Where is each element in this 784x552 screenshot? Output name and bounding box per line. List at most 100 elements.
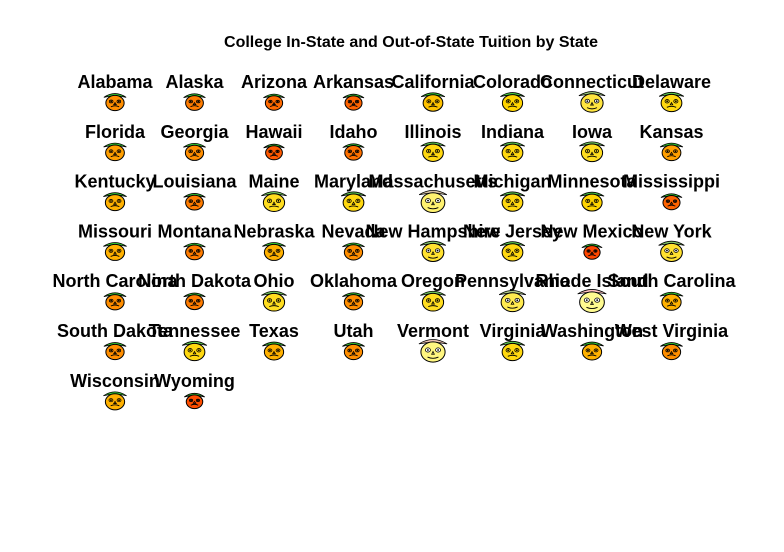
face-eye	[593, 249, 598, 253]
face-nose	[351, 301, 356, 305]
face-pupil	[189, 100, 192, 103]
face-pupil	[118, 200, 120, 202]
face-mouth	[428, 105, 438, 108]
face-nose	[271, 151, 277, 155]
face-eye	[275, 248, 281, 253]
face-pupil	[515, 150, 518, 152]
face-indiana: Indiana	[481, 122, 545, 162]
face-nebraska: Nebraska	[233, 221, 316, 261]
face-pupil	[437, 199, 439, 202]
face-pupil	[110, 200, 112, 202]
face-nose	[271, 251, 277, 255]
face-mouth	[190, 304, 199, 307]
face-eye	[187, 348, 193, 353]
face-texas: Texas	[249, 321, 299, 361]
face-eye	[355, 249, 360, 253]
face-mouth	[587, 155, 597, 158]
face-eye	[672, 199, 678, 203]
face-nose	[669, 350, 674, 355]
face-mouth	[507, 105, 518, 108]
face-pupil	[586, 200, 589, 202]
face-pupil	[189, 150, 192, 153]
face-eye	[108, 199, 114, 203]
face-nose	[590, 300, 594, 305]
chart-title: College In-State and Out-of-State Tuitio…	[224, 34, 598, 51]
face-eye	[354, 99, 360, 104]
face-mouth	[110, 155, 120, 158]
face-eye	[355, 198, 361, 203]
face-mouth	[349, 304, 358, 307]
face-pupil	[675, 249, 677, 252]
state-label: Ohio	[254, 271, 295, 291]
face-eye	[355, 348, 360, 353]
face-pupil	[110, 399, 112, 402]
face-eye	[196, 249, 201, 253]
face-eye	[665, 149, 670, 154]
face-nose	[669, 301, 674, 305]
face-connecticut: Connecticut	[540, 72, 644, 113]
face-eye	[196, 199, 201, 203]
face-mouth	[667, 354, 676, 357]
face-oklahoma: Oklahoma	[310, 271, 398, 311]
face-eye	[514, 198, 520, 203]
state-label: Minnesota	[547, 172, 637, 192]
state-label: North Carolina	[52, 271, 178, 291]
face-eye	[268, 99, 273, 104]
face-mississippi: Mississippi	[623, 172, 720, 211]
state-label: Washington	[541, 321, 643, 341]
face-mouth	[507, 205, 518, 208]
face-eye	[189, 398, 194, 403]
state-label: West Virginia	[615, 321, 729, 341]
face-pupil	[427, 100, 430, 103]
state-label: South Carolina	[607, 271, 736, 291]
face-pupil	[117, 349, 120, 352]
face-massachusetts: Massachusetts	[368, 172, 498, 213]
face-eye	[116, 149, 122, 154]
face-eye	[664, 99, 670, 104]
face-eye	[665, 199, 671, 203]
face-pennsylvania: Pennsylvania	[455, 271, 571, 313]
face-mouth	[269, 305, 279, 308]
face-nose	[192, 251, 197, 255]
face-wyoming: Wyoming	[154, 371, 235, 410]
face-pupil	[515, 100, 518, 103]
face-eye	[665, 348, 670, 353]
state-label: Oregon	[401, 271, 465, 291]
face-pupil	[110, 299, 113, 302]
face-pupil	[277, 249, 279, 252]
face-pupil	[587, 250, 590, 252]
face-arizona: Arizona	[241, 72, 308, 111]
face-pupil	[515, 349, 518, 352]
face-pupil	[189, 299, 192, 302]
face-eye	[347, 298, 352, 303]
face-mouth	[190, 403, 199, 406]
face-mouth	[667, 204, 676, 207]
face-pupil	[674, 299, 677, 302]
face-pupil	[427, 150, 430, 152]
face-mouth	[269, 205, 279, 208]
face-mouth	[110, 105, 120, 108]
face-nose	[112, 201, 118, 205]
face-eye	[673, 348, 678, 353]
state-label: New Mexico	[540, 221, 643, 241]
face-nose	[431, 201, 435, 206]
face-eye	[585, 198, 591, 203]
face-mouth	[190, 204, 199, 207]
face-mouth	[507, 255, 518, 258]
face-pupil	[348, 349, 351, 352]
face-maryland: Maryland	[314, 172, 393, 212]
face-eye	[593, 198, 599, 203]
face-mouth	[349, 354, 358, 357]
face-eye	[673, 298, 678, 303]
state-label: Pennsylvania	[455, 271, 571, 291]
face-pupil	[348, 199, 351, 202]
face-eye	[116, 248, 122, 253]
state-label: Missouri	[78, 221, 152, 241]
face-nose	[192, 301, 197, 305]
state-label: Virginia	[480, 321, 547, 341]
state-label: Arizona	[241, 72, 308, 92]
face-pupil	[674, 100, 677, 103]
face-nose	[192, 350, 197, 355]
face-tennessee: Tennessee	[149, 321, 240, 362]
face-nose	[669, 101, 674, 106]
